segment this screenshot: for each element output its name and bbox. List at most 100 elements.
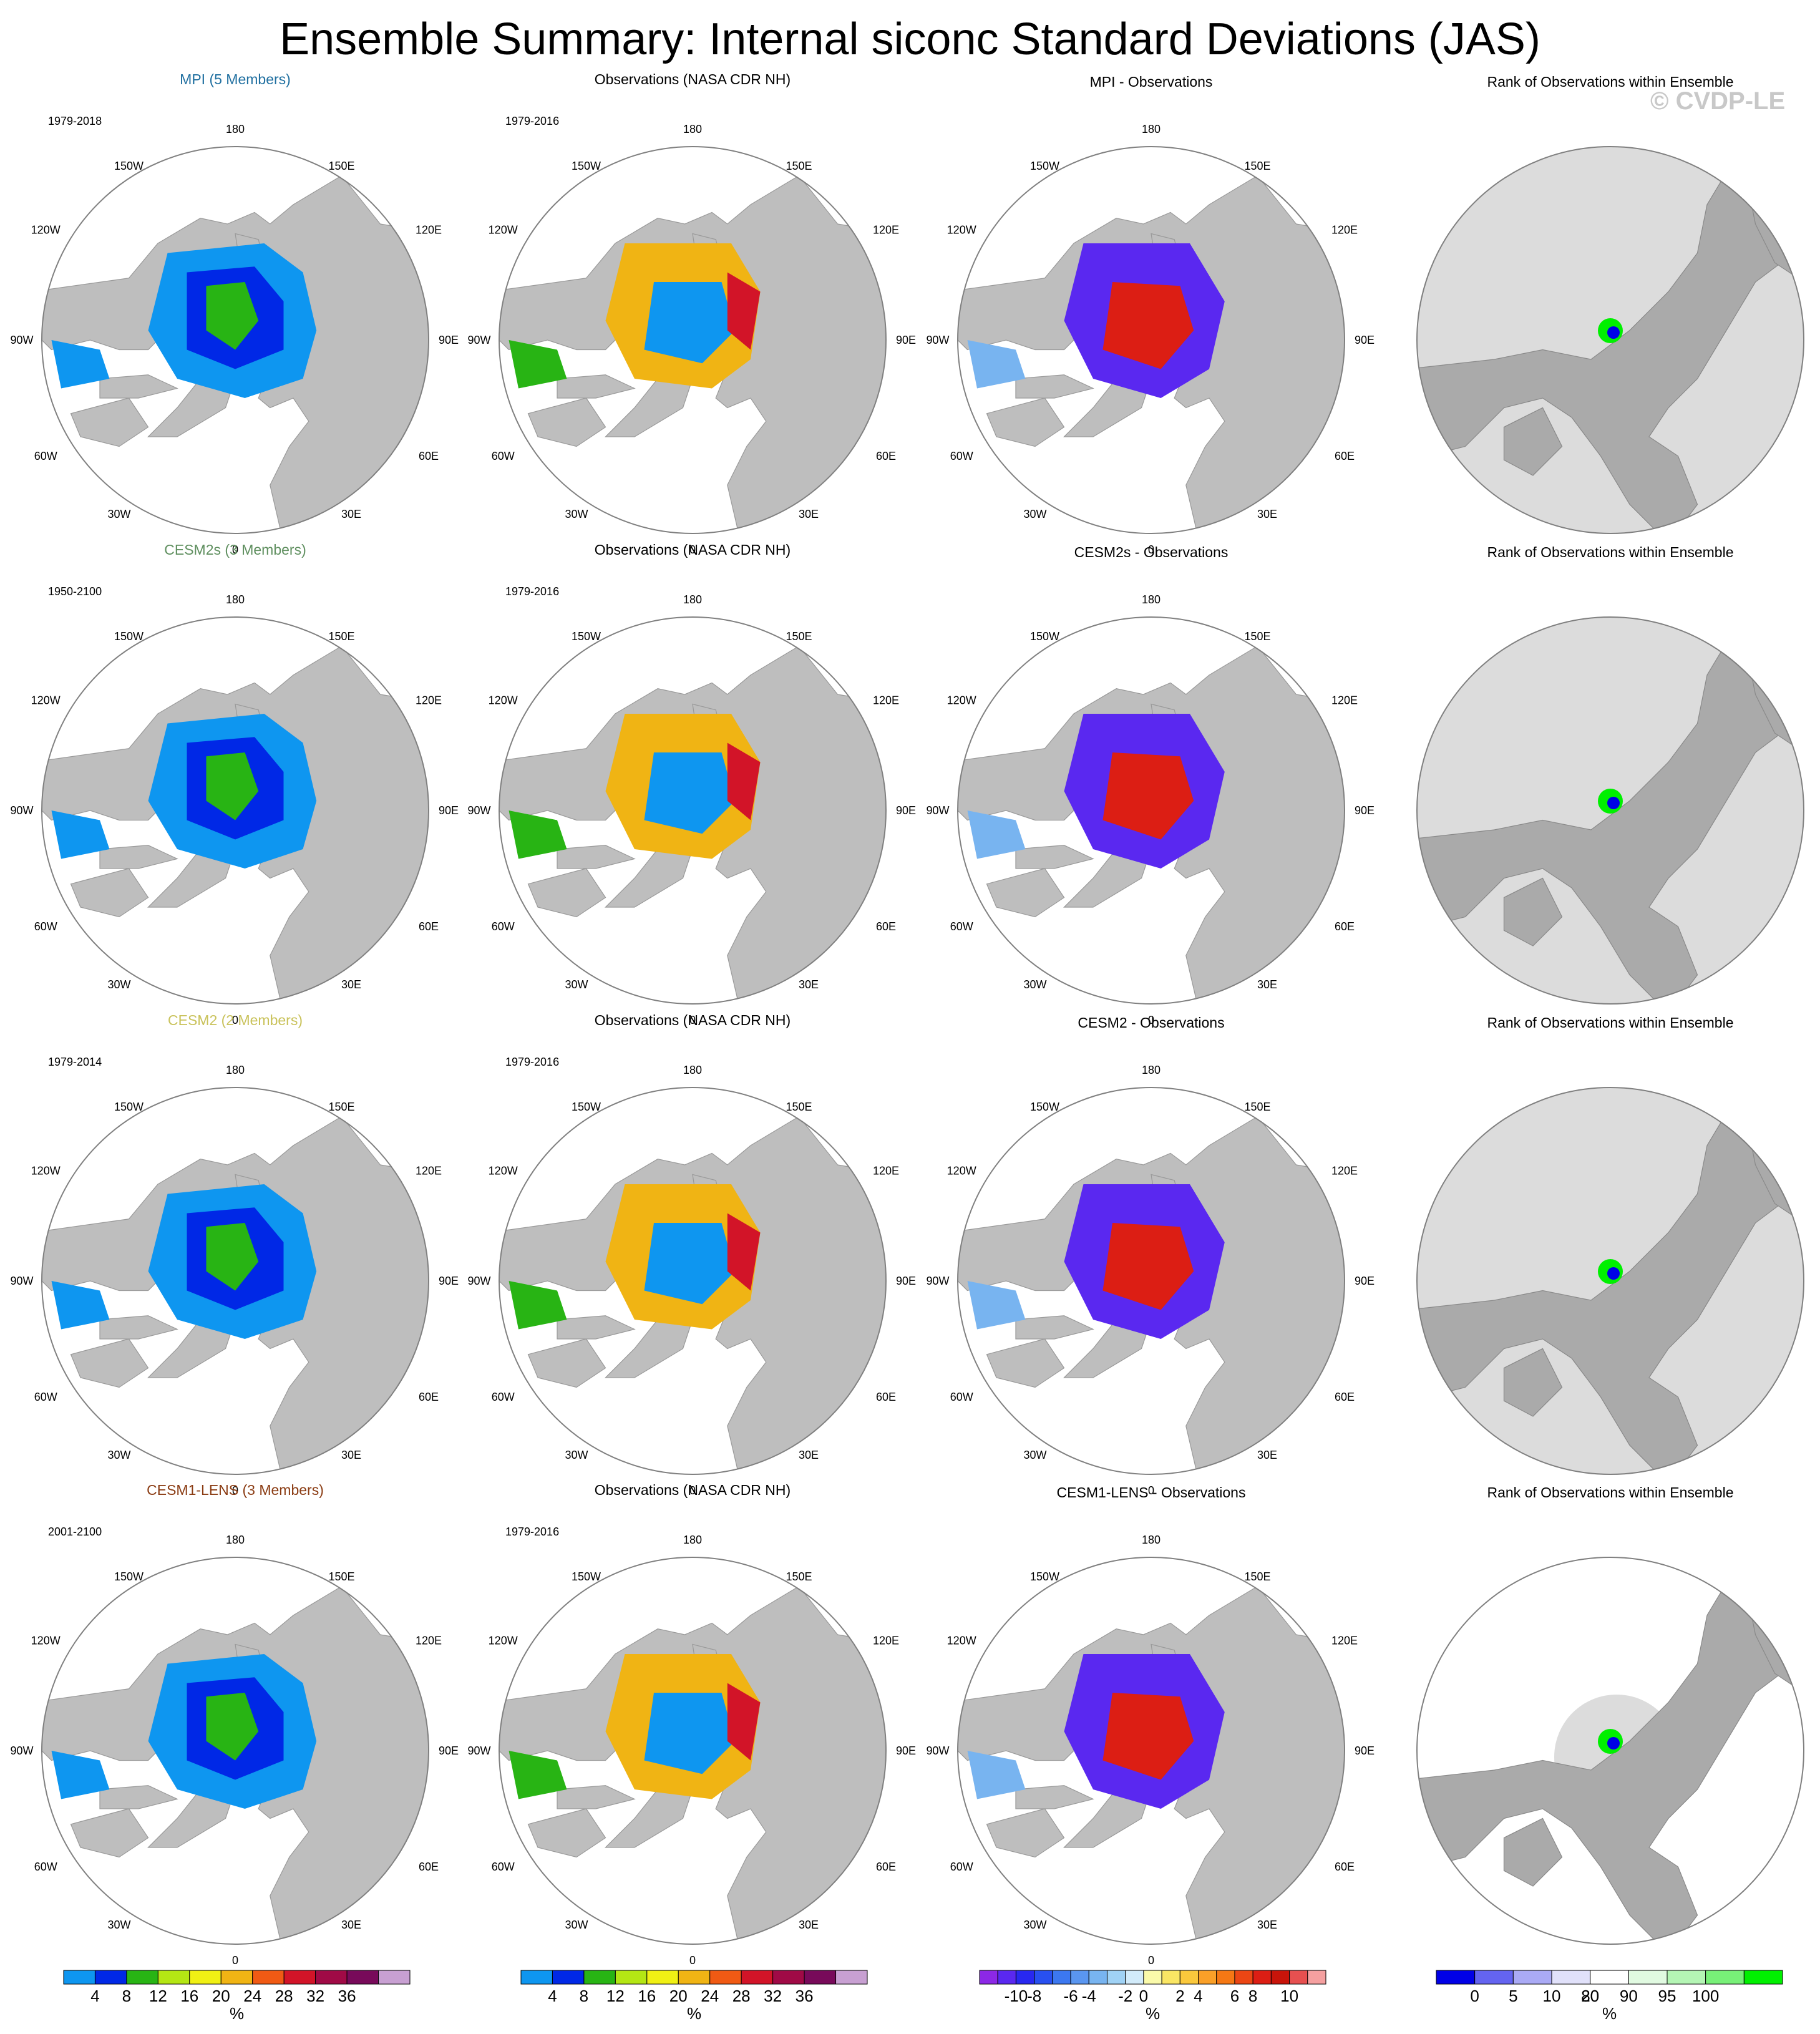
row1-obs-lon-label-bottom: 0 bbox=[689, 1014, 696, 1026]
row1-model-land-0 bbox=[42, 645, 429, 1004]
colorbar-std-obs-tick-label: 24 bbox=[701, 1987, 719, 2005]
row1-diff-lon-label-bottom_left: 30W bbox=[1023, 978, 1046, 991]
row2-model-ice-field bbox=[51, 1184, 317, 1339]
colorbar-std-obs-swatch bbox=[552, 1970, 585, 1985]
row1-rank-border bbox=[1416, 616, 1804, 1005]
colorbar-std-model-tick-label: 12 bbox=[149, 1987, 167, 2005]
row3-diff-polar-map bbox=[957, 1557, 1345, 1945]
row0-obs-lon-label-bottom_right: 30E bbox=[799, 508, 819, 520]
row2-model-lon-label-bottom: 0 bbox=[232, 1484, 238, 1497]
row0-diff-ice-field bbox=[967, 243, 1225, 398]
row0-model-polar-map bbox=[41, 146, 429, 534]
row1-model-title: CESM2s (3 Members) bbox=[164, 542, 306, 558]
row2-diff-lon-label-bottom_left: 30W bbox=[1023, 1449, 1046, 1461]
row0-diff-lon-label-bottom: 0 bbox=[1148, 543, 1154, 556]
row0-model-lon-label-left_upper: 120W bbox=[31, 224, 61, 236]
colorbar-std-obs-tick-label: 16 bbox=[638, 1987, 656, 2005]
row2-obs-land-2 bbox=[527, 1338, 606, 1388]
colorbar-diff-swatch bbox=[1161, 1970, 1180, 1985]
row0-diff-lon-label-left_upper: 120W bbox=[947, 224, 976, 236]
colorbar-std-model-tick-label: 36 bbox=[338, 1987, 356, 2005]
row2-obs-map-border bbox=[499, 1087, 887, 1475]
colorbar-std-model: 4 8 12 16 20 24 28 32 36% bbox=[63, 1970, 411, 2023]
row2-obs-lon-label-right: 90E bbox=[896, 1275, 916, 1287]
row2-obs-lon-label-top_left: 150W bbox=[572, 1101, 601, 1113]
row0-diff-lon-label-right_lower: 60E bbox=[1335, 450, 1355, 462]
row3-model-lon-label-bottom_left: 30W bbox=[107, 1919, 130, 1931]
row2-obs-years: 1979-2016 bbox=[505, 1056, 559, 1068]
row2-obs-land-3 bbox=[557, 1315, 636, 1340]
colorbar-rank-tick-label: 10 bbox=[1543, 1987, 1561, 2005]
row2-obs-lon-label-bottom_right: 30E bbox=[799, 1449, 819, 1461]
colorbar-std-obs-tick-label: 4 bbox=[548, 1987, 557, 2005]
row3-obs-land-3 bbox=[557, 1785, 636, 1809]
colorbar-std-obs-swatch bbox=[615, 1970, 648, 1985]
row1-model-lon-label-bottom_right: 30E bbox=[341, 978, 361, 991]
colorbar-std-model-swatch bbox=[315, 1970, 348, 1985]
row2-model-title: CESM2 (2 Members) bbox=[168, 1012, 303, 1028]
colorbar-std-model-swatch bbox=[157, 1970, 190, 1985]
row3-model-lon-label-bottom: 0 bbox=[232, 1954, 238, 1967]
row3-diff-lon-label-right_lower: 60E bbox=[1335, 1861, 1355, 1873]
row1-diff-lon-label-left: 90W bbox=[926, 804, 949, 817]
row0-obs-ice-field bbox=[509, 243, 761, 389]
row1-diff-lon-label-top_right: 150E bbox=[1244, 630, 1270, 643]
row2-obs-lon-label-top_right: 150E bbox=[786, 1101, 812, 1113]
row0-model-lon-label-left_lower: 60W bbox=[34, 450, 57, 462]
row2-diff-land-3 bbox=[1015, 1315, 1094, 1340]
colorbar-std-model-tick-label: 16 bbox=[180, 1987, 198, 2005]
row1-obs-lon-label-left_lower: 60W bbox=[492, 920, 515, 933]
colorbar-diff-swatch bbox=[1234, 1970, 1253, 1985]
row1-obs-lon-label-right: 90E bbox=[896, 804, 916, 817]
colorbar-std-model-swatch bbox=[220, 1970, 253, 1985]
colorbar-diff-swatch bbox=[1070, 1970, 1089, 1985]
colorbar-diff-swatch bbox=[1015, 1970, 1035, 1985]
row0-model-land-2 bbox=[70, 397, 149, 447]
row2-diff-map-border bbox=[957, 1087, 1345, 1475]
row0-obs-lon-label-top_left: 150W bbox=[572, 160, 601, 172]
row3-model-lon-label-right_upper: 120E bbox=[416, 1635, 442, 1647]
colorbar-rank-tick-label: 95 bbox=[1658, 1987, 1676, 2005]
row2-model-lon-label-top_left: 150W bbox=[114, 1101, 144, 1113]
row3-diff-lon-label-bottom_left: 30W bbox=[1023, 1919, 1046, 1931]
colorbar-std-obs: 4 8 12 16 20 24 28 32 36% bbox=[520, 1970, 868, 2023]
row2-obs-lon-label-top: 180 bbox=[683, 1064, 702, 1076]
row1-model-lon-label-left_lower: 60W bbox=[34, 920, 57, 933]
colorbar-diff-swatch bbox=[1088, 1970, 1107, 1985]
colorbar-std-obs-swatch bbox=[678, 1970, 711, 1985]
row0-diff-land-2 bbox=[986, 397, 1065, 447]
row2-model-land-2 bbox=[70, 1338, 149, 1388]
row2-obs-polar-map bbox=[499, 1087, 887, 1475]
row0-diff-lon-label-top: 180 bbox=[1142, 123, 1161, 135]
row2-model-lon-label-left_upper: 120W bbox=[31, 1165, 61, 1177]
row1-obs-lon-label-bottom_left: 30W bbox=[565, 978, 588, 991]
row1-model-lon-label-right: 90E bbox=[439, 804, 459, 817]
row3-model-lon-label-left: 90W bbox=[10, 1744, 33, 1757]
colorbar-diff-tick-label: -8 bbox=[1027, 1987, 1041, 2005]
row0-obs-lon-label-top: 180 bbox=[683, 123, 702, 135]
row0-diff-polar-map bbox=[957, 146, 1345, 534]
colorbar-std-obs-swatch bbox=[646, 1970, 679, 1985]
row1-rank-land-2 bbox=[1503, 877, 1563, 946]
row1-diff-lon-label-right_lower: 60E bbox=[1335, 920, 1355, 933]
row2-model-lon-label-top_right: 150E bbox=[328, 1101, 354, 1113]
row1-obs-land-3 bbox=[557, 845, 636, 869]
row1-diff-lon-label-left_upper: 120W bbox=[947, 694, 976, 707]
row2-model-lon-label-top: 180 bbox=[226, 1064, 245, 1076]
colorbar-diff-tick-label: 4 bbox=[1194, 1987, 1202, 2005]
row0-obs-land-3 bbox=[557, 374, 636, 399]
row1-obs-years: 1979-2016 bbox=[505, 585, 559, 598]
colorbar-diff-swatch bbox=[1198, 1970, 1217, 1985]
row3-obs-lon-label-top_right: 150E bbox=[786, 1570, 812, 1583]
row1-rank-map bbox=[1416, 616, 1804, 1005]
row0-model-land-3 bbox=[99, 374, 178, 399]
row2-diff-lon-label-right: 90E bbox=[1355, 1275, 1375, 1287]
row0-obs-years: 1979-2016 bbox=[505, 115, 559, 127]
row3-obs-ice-field bbox=[509, 1654, 761, 1799]
row1-diff-ice-field bbox=[967, 714, 1225, 869]
row0-model-lon-label-top_right: 150E bbox=[328, 160, 354, 172]
row1-obs-ice-field bbox=[509, 714, 761, 859]
row1-obs-map-border bbox=[499, 616, 887, 1005]
colorbar-diff-swatch bbox=[1034, 1970, 1053, 1985]
